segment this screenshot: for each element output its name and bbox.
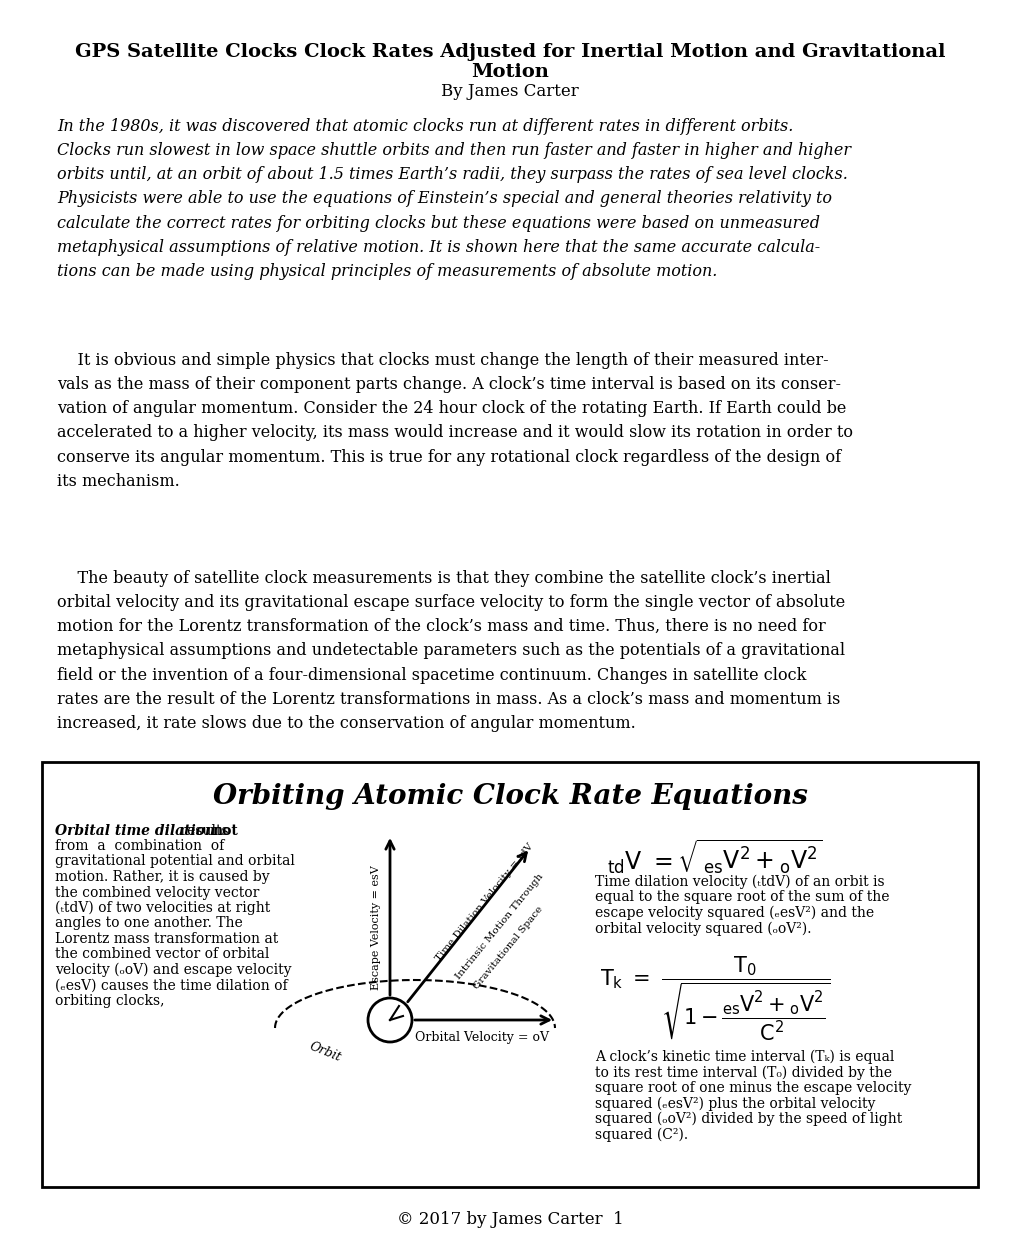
Text: Time Dilation Velocity = tdV: Time Dilation Velocity = tdV bbox=[434, 842, 535, 963]
Text: GPS Satellite Clocks Clock Rates Adjusted for Inertial Motion and Gravitational: GPS Satellite Clocks Clock Rates Adjuste… bbox=[74, 43, 945, 61]
Text: In the 1980s, it was discovered that atomic clocks run at different rates in dif: In the 1980s, it was discovered that ato… bbox=[57, 118, 850, 280]
Text: escape velocity squared (ₑesV²) and the: escape velocity squared (ₑesV²) and the bbox=[594, 906, 873, 920]
Text: angles to one another. The: angles to one another. The bbox=[55, 916, 243, 931]
Text: $_{\mathrm{td}}\mathrm{V}\ =\sqrt{\,_{\mathrm{es}}\mathrm{V}^{2}+{_{\mathrm{o}}}: $_{\mathrm{td}}\mathrm{V}\ =\sqrt{\,_{\m… bbox=[606, 838, 822, 877]
Text: Intrinsic Motion Through: Intrinsic Motion Through bbox=[454, 872, 545, 980]
Text: motion. Rather, it is caused by: motion. Rather, it is caused by bbox=[55, 870, 269, 884]
Text: equal to the square root of the sum of the: equal to the square root of the sum of t… bbox=[594, 890, 889, 905]
Text: velocity (ₒoV) and escape velocity: velocity (ₒoV) and escape velocity bbox=[55, 963, 291, 977]
Text: Motion: Motion bbox=[471, 63, 548, 80]
Text: squared (ₒoV²) divided by the speed of light: squared (ₒoV²) divided by the speed of l… bbox=[594, 1112, 902, 1127]
Text: from  a  combination  of: from a combination of bbox=[55, 839, 224, 853]
Text: By James Carter: By James Carter bbox=[440, 83, 579, 100]
Text: to its rest time interval (T₀) divided by the: to its rest time interval (T₀) divided b… bbox=[594, 1066, 892, 1080]
Text: Lorentz mass transformation at: Lorentz mass transformation at bbox=[55, 932, 278, 946]
Circle shape bbox=[368, 998, 412, 1042]
Text: Orbital Velocity = oV: Orbital Velocity = oV bbox=[415, 1031, 548, 1045]
Text: © 2017 by James Carter  1: © 2017 by James Carter 1 bbox=[396, 1212, 623, 1228]
Text: the combined velocity vector: the combined velocity vector bbox=[55, 885, 259, 900]
Text: Time dilation velocity (ₜtdV) of an orbit is: Time dilation velocity (ₜtdV) of an orbi… bbox=[594, 875, 883, 889]
Bar bbox=[42, 763, 977, 1187]
Text: squared (ₑesV²) plus the orbital velocity: squared (ₑesV²) plus the orbital velocit… bbox=[594, 1097, 874, 1110]
Text: Orbiting Atomic Clock Rate Equations: Orbiting Atomic Clock Rate Equations bbox=[212, 782, 807, 810]
Text: (ₜtdV) of two velocities at right: (ₜtdV) of two velocities at right bbox=[55, 901, 270, 915]
Text: Orbit: Orbit bbox=[307, 1040, 342, 1065]
Text: the combined vector of orbital: the combined vector of orbital bbox=[55, 947, 269, 962]
Text: Escape Velocity = esV: Escape Velocity = esV bbox=[371, 865, 381, 990]
Text: Gravitational Space: Gravitational Space bbox=[471, 905, 544, 992]
Text: (ₑesV) causes the time dilation of: (ₑesV) causes the time dilation of bbox=[55, 978, 287, 993]
Text: gravitational potential and orbital: gravitational potential and orbital bbox=[55, 854, 294, 869]
Text: orbiting clocks,: orbiting clocks, bbox=[55, 994, 164, 1008]
Text: orbital velocity squared (ₒoV²).: orbital velocity squared (ₒoV²). bbox=[594, 921, 811, 936]
Text: not: not bbox=[213, 825, 238, 838]
Text: Orbital time dilation: Orbital time dilation bbox=[55, 825, 215, 838]
Text: It is obvious and simple physics that clocks must change the length of their mea: It is obvious and simple physics that cl… bbox=[57, 352, 852, 490]
Text: The beauty of satellite clock measurements is that they combine the satellite cl: The beauty of satellite clock measuremen… bbox=[57, 569, 845, 732]
Text: square root of one minus the escape velocity: square root of one minus the escape velo… bbox=[594, 1081, 911, 1094]
Text: A clock’s kinetic time interval (Tₖ) is equal: A clock’s kinetic time interval (Tₖ) is … bbox=[594, 1050, 894, 1065]
Text: squared (C²).: squared (C²). bbox=[594, 1128, 688, 1141]
Text: results: results bbox=[176, 825, 232, 838]
Text: $\mathrm{T_k}\ =\ \dfrac{\mathrm{T_0}}{\sqrt{1-\dfrac{_{\mathrm{es}}\mathrm{V}^2: $\mathrm{T_k}\ =\ \dfrac{\mathrm{T_0}}{\… bbox=[599, 954, 829, 1044]
